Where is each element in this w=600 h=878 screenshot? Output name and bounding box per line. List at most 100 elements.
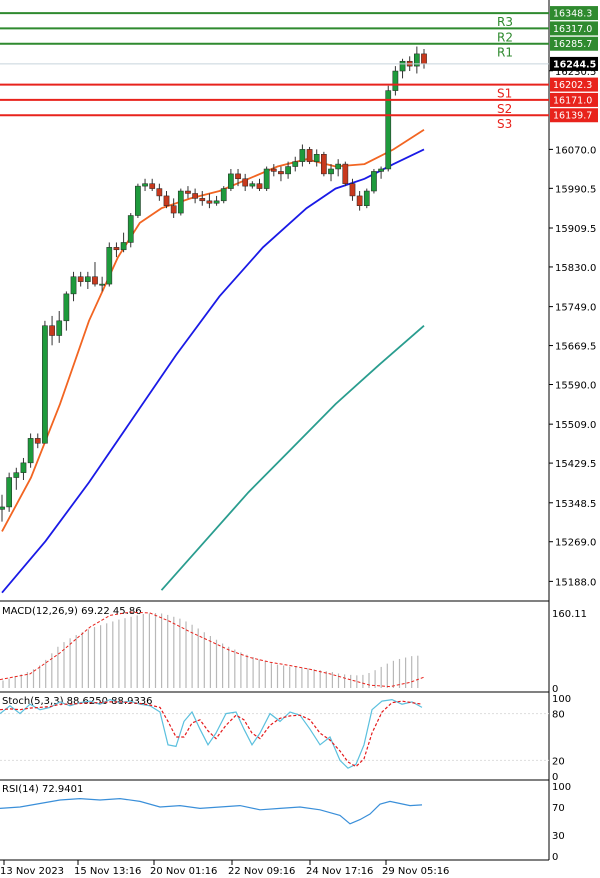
candle-body <box>313 154 320 162</box>
stoch-line <box>0 700 423 768</box>
candle-body <box>371 171 377 192</box>
candle-body <box>156 188 163 197</box>
time-tick-label: 15 Nov 13:16 <box>74 866 141 877</box>
price-tick-label: 16230.5 <box>555 67 596 78</box>
price-tick-label: 15749.0 <box>555 303 596 314</box>
moving-average-line <box>1 148 425 594</box>
rsi-tick-label: 70 <box>552 803 565 814</box>
candle-body <box>84 276 91 282</box>
candle-body <box>77 276 84 282</box>
rsi-line <box>0 797 423 825</box>
candle-body <box>63 293 70 322</box>
time-tick-label: 22 Nov 09:16 <box>228 866 295 877</box>
current-price-value: 16244.5 <box>553 59 596 70</box>
current-price-badge <box>550 56 598 71</box>
candle-body <box>70 276 77 295</box>
candle-body <box>242 178 249 187</box>
candle-body <box>213 200 220 204</box>
stoch-tick-label: 80 <box>552 710 565 721</box>
candle-body <box>13 472 20 478</box>
level-value-s2: 16171.0 <box>553 95 592 106</box>
candle-body <box>149 183 156 189</box>
level-label-r3: R3 <box>497 15 513 29</box>
candle-body <box>20 462 27 473</box>
candle-body <box>249 183 256 187</box>
candle-body <box>0 506 5 510</box>
macd-tick-label: 0 <box>552 684 558 695</box>
stoch-tick-label: 0 <box>552 772 558 783</box>
candle-body <box>278 171 284 175</box>
level-badge-s1 <box>550 77 598 92</box>
candle-body <box>42 325 48 444</box>
level-label-r2: R2 <box>497 30 513 44</box>
level-badge-r2 <box>550 21 598 36</box>
candle-body <box>206 200 213 204</box>
candle-body <box>177 190 184 214</box>
level-label-s3: S3 <box>497 117 512 131</box>
rsi-tick-label: 0 <box>552 852 558 863</box>
candle-body <box>235 173 241 180</box>
candle-body <box>163 195 170 206</box>
candle-body <box>220 188 227 202</box>
macd-title: MACD(12,26,9) 69.22 45.86 <box>2 606 142 617</box>
candle-body <box>356 195 363 206</box>
candle-body <box>192 193 198 199</box>
candle-body <box>256 183 263 189</box>
level-badge-s2 <box>550 92 598 107</box>
candle-body <box>270 168 277 172</box>
candle-body <box>335 163 342 170</box>
candle-body <box>413 53 420 67</box>
time-tick-label: 20 Nov 01:16 <box>150 866 217 877</box>
level-value-r1: 16285.7 <box>553 39 592 50</box>
rsi-pane: RSI(14) 72.9401 100 70 30 0 <box>0 782 571 863</box>
main-pane: 16230.5 16070.0 15990.5 15909.5 15830.0 15749… <box>0 6 598 594</box>
stoch-pane: Stoch(5,3,3) 88.6250 88.9336 100 80 20 0 <box>0 694 571 783</box>
level-label-s2: S2 <box>497 102 512 116</box>
price-tick-label: 15990.5 <box>555 184 596 195</box>
level-badge-s3 <box>550 108 598 123</box>
rsi-tick-label: 100 <box>552 782 571 793</box>
candle-body <box>56 320 63 336</box>
candle-body <box>185 190 191 194</box>
price-tick-label: 15509.0 <box>555 420 596 431</box>
level-badge-r1 <box>550 36 598 51</box>
candle-body <box>399 60 406 72</box>
frame <box>0 0 550 861</box>
candle-body <box>328 168 334 175</box>
candle-body <box>228 173 234 189</box>
candle-body <box>135 185 141 216</box>
candle-body <box>49 325 55 336</box>
price-tick-label: 15269.0 <box>555 538 596 549</box>
candle-body <box>6 477 13 508</box>
candle-body <box>299 149 306 162</box>
stoch-title: Stoch(5,3,3) 88.6250 88.9336 <box>2 696 153 707</box>
candle-body <box>142 183 148 187</box>
time-tick-label: 24 Nov 17:16 <box>306 866 373 877</box>
level-value-s3: 16139.7 <box>553 111 592 122</box>
rsi-tick-label: 30 <box>552 831 565 842</box>
candle-body <box>34 438 41 444</box>
candle-body <box>120 242 127 251</box>
level-value-r3: 16348.3 <box>553 9 592 20</box>
price-tick-label: 15830.0 <box>555 263 596 274</box>
macd-pane: MACD(12,26,9) 69.22 45.86 160.11 0 <box>0 606 587 695</box>
macd-signal-line <box>0 611 426 688</box>
candle-body <box>306 149 313 162</box>
candle-body <box>170 205 177 214</box>
candle-body <box>392 70 399 91</box>
level-value-r2: 16317.0 <box>553 24 592 35</box>
price-tick-label: 15188.0 <box>555 577 596 588</box>
candle-body <box>321 154 327 175</box>
time-tick-label: 13 Nov 2023 <box>0 866 64 877</box>
candle-body <box>92 276 98 285</box>
stoch-tick-label: 100 <box>552 694 571 705</box>
price-tick-label: 15429.5 <box>555 459 596 470</box>
price-tick-label: 15590.0 <box>555 380 596 391</box>
time-axis: 13 Nov 2023 15 Nov 13:16 20 Nov 01:16 22 No… <box>0 860 449 877</box>
candle-body <box>385 90 392 170</box>
moving-average-line <box>160 325 425 591</box>
candle-body <box>199 198 206 202</box>
price-tick-label: 15909.5 <box>555 224 596 235</box>
candle-body <box>378 168 384 172</box>
